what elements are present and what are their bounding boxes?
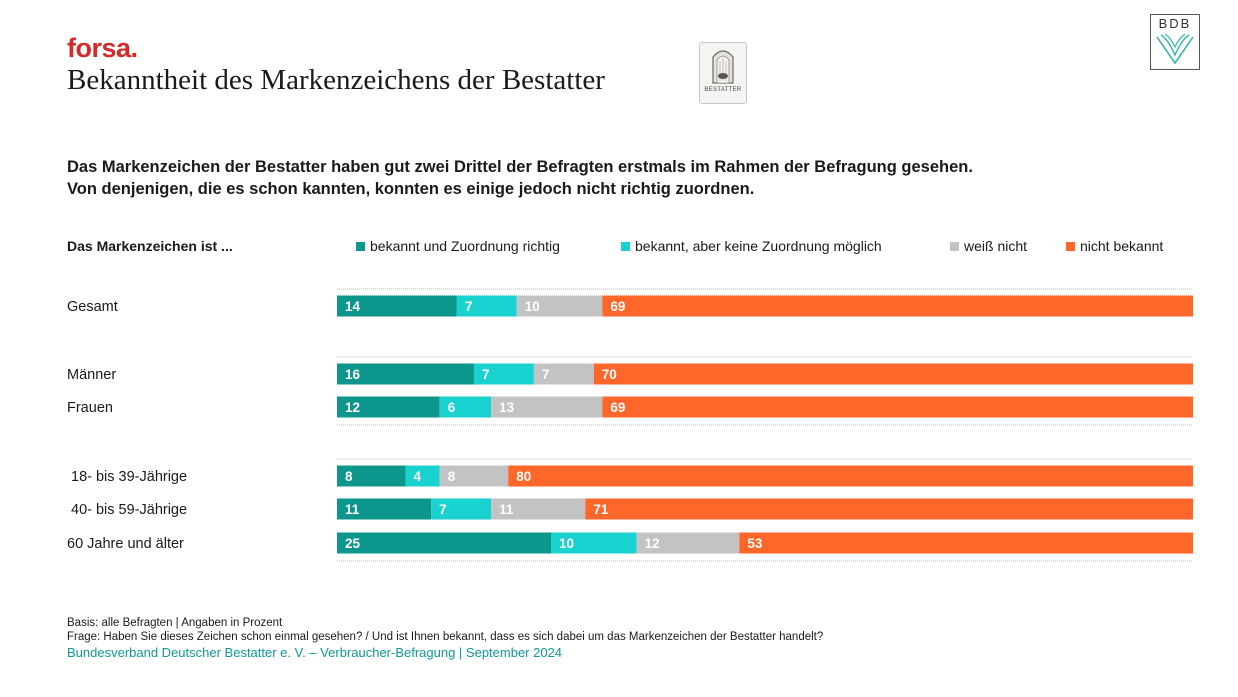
legend-item-nicht-bekannt: nicht bekannt — [1066, 238, 1163, 254]
category-label: 60 Jahre und älter — [67, 536, 184, 552]
bar-segment — [456, 295, 517, 317]
book-icon — [1156, 33, 1194, 65]
bar-value-label: 53 — [747, 536, 763, 551]
bar-value-label: 7 — [465, 299, 473, 314]
bar-value-label: 71 — [593, 502, 609, 517]
bar-value-label: 11 — [345, 502, 360, 517]
bar-segment — [602, 396, 1193, 418]
bar-segment — [431, 498, 492, 520]
bar-segment — [491, 396, 603, 418]
category-label: 40- bis 59-Jährige — [71, 502, 187, 518]
legend-swatch — [1066, 241, 1075, 251]
bar-segment — [508, 465, 1193, 487]
headline-line-2: Von denjenigen, die es schon kannten, ko… — [67, 180, 755, 198]
bar-value-label: 11 — [499, 502, 514, 517]
legend-label: bekannt und Zuordnung richtig — [370, 238, 560, 254]
chapel-icon — [712, 50, 734, 84]
bar-segment — [516, 295, 603, 317]
legend-title: Das Markenzeichen ist ... — [67, 238, 233, 254]
bar-segment — [337, 465, 406, 487]
legend-label: weiß nicht — [964, 238, 1028, 254]
legend-item-weiss-nicht: weiß nicht — [950, 238, 1027, 254]
bdb-logo-text: BDB — [1158, 16, 1192, 31]
brand-logo: forsa. — [67, 33, 138, 63]
legend-swatch — [356, 241, 365, 251]
bar-segment — [593, 363, 1193, 385]
legend-item-keine-zuordnung: bekannt, aber keine Zuordnung möglich — [621, 238, 882, 254]
bar-value-label: 25 — [345, 536, 361, 551]
bar-value-label: 8 — [345, 469, 353, 484]
bar-segment — [533, 363, 594, 385]
bar-segment — [636, 532, 740, 554]
bar-value-label: 10 — [559, 536, 574, 551]
bar-segment — [337, 498, 432, 520]
bar-segment — [405, 465, 440, 487]
page-title: Bekanntheit des Markenzeichens der Besta… — [67, 64, 605, 96]
category-label: Gesamt — [67, 299, 118, 315]
category-label: Frauen — [67, 400, 113, 416]
bar-value-label: 7 — [482, 367, 490, 382]
bar-value-label: 6 — [448, 400, 456, 415]
bar-segment — [473, 363, 534, 385]
legend-label: bekannt, aber keine Zuordnung möglich — [635, 238, 882, 254]
bar-value-label: 8 — [448, 469, 456, 484]
bar-value-label: 69 — [610, 299, 625, 314]
bar-segment — [439, 465, 509, 487]
category-label: Männer — [67, 367, 116, 383]
bar-segment — [602, 295, 1193, 317]
footer: Basis: alle Befragten | Angaben in Proze… — [67, 617, 823, 660]
markenzeichen-logo-text: BESTATTER — [704, 87, 742, 93]
bdb-logo: BDB — [1150, 14, 1200, 70]
headline-line-1: Das Markenzeichen der Bestatter haben gu… — [67, 158, 973, 176]
footer-basis: Basis: alle Befragten | Angaben in Proze… — [67, 617, 283, 629]
legend-label: nicht bekannt — [1080, 238, 1164, 254]
bar-segment — [337, 363, 474, 385]
bar-segment — [337, 532, 551, 554]
bar-value-label: 7 — [439, 502, 447, 517]
bar-segment — [739, 532, 1193, 554]
legend-item-zuordnung-richtig: bekannt und Zuordnung richtig — [356, 238, 560, 254]
legend-swatch — [621, 241, 630, 251]
markenzeichen-logo: BESTATTER — [699, 42, 747, 104]
bar-value-label: 7 — [542, 367, 550, 382]
category-label: 18- bis 39-Jährige — [71, 469, 187, 485]
bar-value-label: 14 — [345, 299, 361, 314]
footer-source: Bundesverband Deutscher Bestatter e. V. … — [67, 645, 563, 660]
bar-segment — [337, 396, 440, 418]
legend: bekannt und Zuordnung richtig bekannt, a… — [0, 238, 1238, 258]
bar-segment — [585, 498, 1193, 520]
headline: Das Markenzeichen der Bestatter haben gu… — [67, 156, 973, 200]
legend-swatch — [950, 241, 959, 251]
bar-value-label: 10 — [525, 299, 540, 314]
bar-value-label: 12 — [645, 536, 660, 551]
footer-frage: Frage: Haben Sie dieses Zeichen schon ei… — [67, 630, 824, 643]
bar-value-label: 69 — [610, 400, 625, 415]
bar-segment — [491, 498, 586, 520]
bar-value-label: 4 — [413, 469, 421, 484]
bar-value-label: 13 — [499, 400, 515, 415]
bar-value-label: 70 — [602, 367, 617, 382]
bar-value-label: 16 — [345, 367, 361, 382]
bar-value-label: 80 — [516, 469, 531, 484]
bar-value-label: 12 — [345, 400, 360, 415]
bar-segment — [551, 532, 637, 554]
bar-segment — [439, 396, 492, 418]
bar-segment — [337, 295, 457, 317]
